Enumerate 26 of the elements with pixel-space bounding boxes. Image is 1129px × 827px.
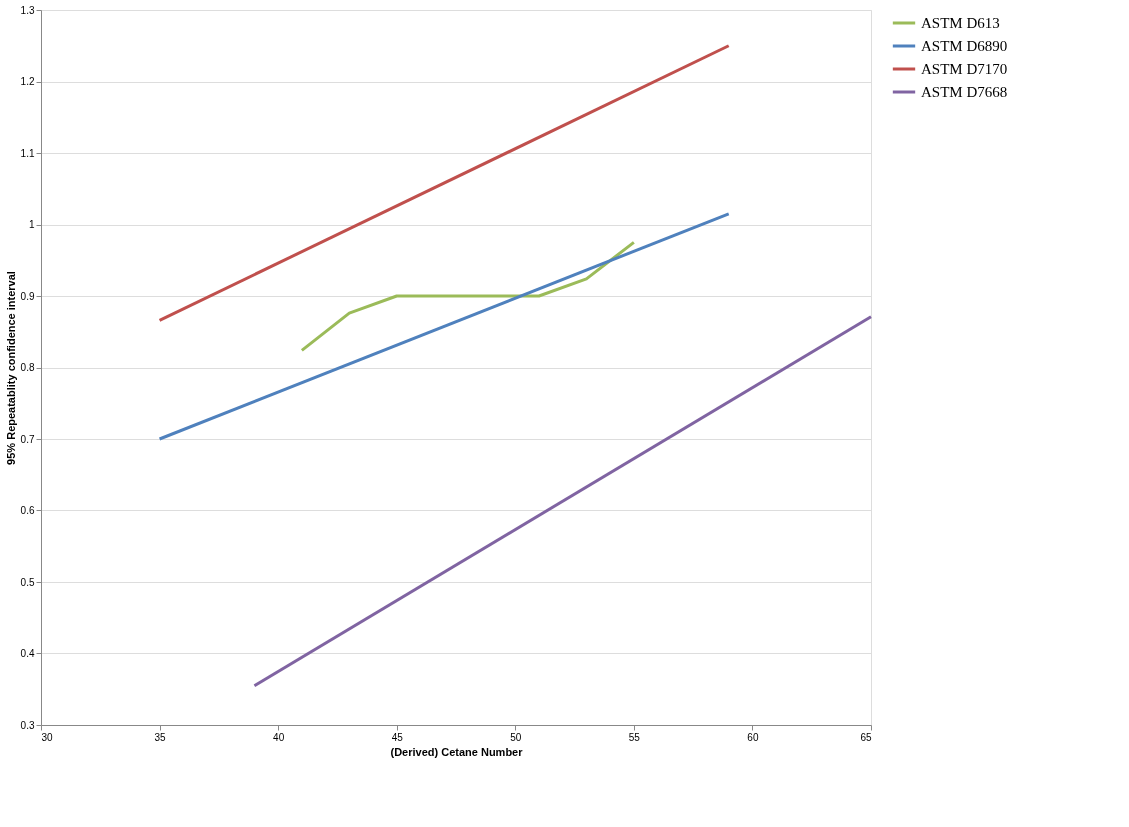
legend-label: ASTM D6890: [921, 38, 1008, 54]
x-tick-label: 45: [391, 731, 404, 743]
y-tick-label: 1.3: [20, 4, 35, 16]
legend-label: ASTM D613: [921, 15, 1000, 31]
x-tick-label: 50: [510, 731, 522, 743]
y-tick-label: 0.8: [20, 362, 35, 373]
legend-label: ASTM D7668: [921, 84, 1008, 100]
x-axis-title: (Derived) Cetane Number: [390, 745, 524, 758]
x-tick-label: 55: [628, 731, 641, 743]
x-tick-label: 65: [860, 731, 872, 743]
y-tick-label: 0.6: [20, 505, 35, 516]
x-tick-label: 60: [747, 731, 759, 743]
y-tick-label: 0.4: [20, 648, 35, 659]
x-tick-label: 35: [154, 731, 167, 743]
y-tick-label: 0.9: [20, 290, 35, 302]
x-tick-label: 40: [273, 731, 285, 743]
y-tick-label: 0.7: [20, 433, 35, 445]
legend-label: ASTM D7170: [921, 61, 1008, 77]
y-tick-label: 0.3: [20, 719, 35, 731]
y-axis-title: 95% Repeatablity confidence interval: [4, 271, 17, 465]
line-series: [300, 240, 636, 352]
y-tick-label: 0.5: [20, 576, 35, 588]
x-tick-label: 30: [41, 731, 54, 743]
y-tick-label: 1.2: [20, 76, 35, 87]
y-tick-label: 1: [28, 219, 35, 230]
y-tick-label: 1.1: [20, 147, 35, 159]
